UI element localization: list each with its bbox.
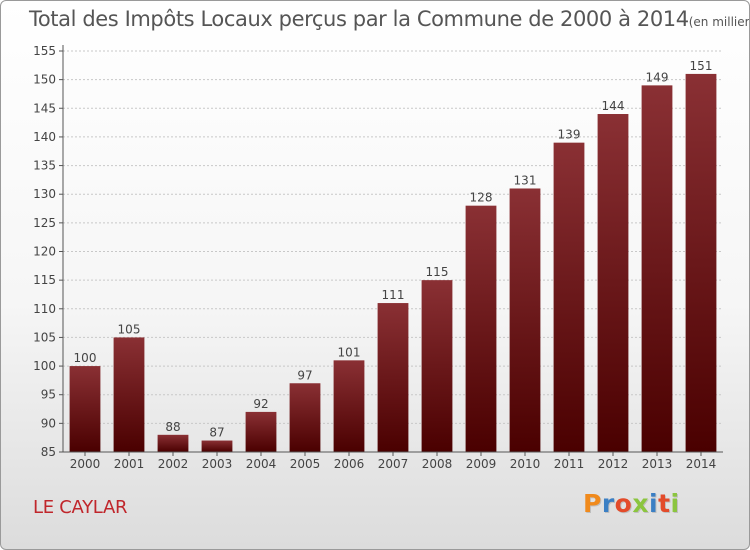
axes: 85 90 95 100 105 110 115 120 125 130 135 140 145 150 1… <box>33 44 723 471</box>
x-tick-label: 2010 <box>510 457 541 471</box>
data-label-2006: 101 <box>338 345 361 359</box>
bar-2012 <box>597 114 629 452</box>
y-tick-label: 115 <box>33 273 56 287</box>
logo-letter: o <box>614 489 633 518</box>
bar-2001 <box>113 337 145 452</box>
y-tick-label: 135 <box>33 159 56 173</box>
chart-title: Total des Impôts Locaux perçus par la Co… <box>29 7 750 31</box>
y-tick-label: 90 <box>41 416 56 430</box>
y-tick-label: 105 <box>33 330 56 344</box>
x-tick-label: 2006 <box>334 457 365 471</box>
data-label-2011: 139 <box>558 128 581 142</box>
x-tick-label: 2011 <box>554 457 585 471</box>
y-tick-label: 110 <box>33 302 56 316</box>
data-label-2001: 105 <box>118 322 141 336</box>
data-label-2009: 128 <box>470 191 493 205</box>
x-tick-label: 2014 <box>686 457 717 471</box>
x-tick-label: 2005 <box>290 457 321 471</box>
y-tick-label: 85 <box>41 445 56 459</box>
chart-title-text: Total des Impôts Locaux perçus par la Co… <box>29 7 689 31</box>
bar-2004 <box>245 411 277 452</box>
bar-2007 <box>377 303 409 452</box>
y-tick-label: 130 <box>33 187 56 201</box>
bar-2005 <box>289 383 321 452</box>
logo-letter: i <box>670 489 680 518</box>
data-label-2013: 149 <box>646 70 669 84</box>
bar-2010 <box>509 188 541 452</box>
y-tick-label: 140 <box>33 130 56 144</box>
logo-letter: x <box>632 489 649 518</box>
grid-lines <box>63 50 723 453</box>
logo-letter: P <box>583 489 602 518</box>
logo-letter: t <box>658 489 671 518</box>
bars <box>69 73 717 453</box>
bar-2003 <box>201 440 233 452</box>
x-tick-label: 2008 <box>422 457 453 471</box>
data-label-2010: 131 <box>514 173 537 187</box>
x-tick-label: 2009 <box>466 457 497 471</box>
x-tick-label: 2012 <box>598 457 629 471</box>
x-tick-label: 2001 <box>114 457 145 471</box>
bar-2006 <box>333 360 365 452</box>
data-label-2004: 92 <box>253 397 268 411</box>
y-tick-label: 125 <box>33 216 56 230</box>
data-label-2002: 88 <box>165 420 180 434</box>
data-label-2012: 144 <box>602 99 625 113</box>
data-label-2007: 111 <box>382 288 405 302</box>
data-label-2005: 97 <box>297 368 312 382</box>
x-tick-label: 2002 <box>158 457 189 471</box>
bar-2009 <box>465 205 497 452</box>
y-tick-label: 95 <box>41 388 56 402</box>
data-label-2003: 87 <box>209 426 224 440</box>
y-tick-label: 120 <box>33 245 56 259</box>
x-tick-label: 2000 <box>70 457 101 471</box>
data-label-2000: 100 <box>74 351 97 365</box>
proxiti-logo[interactable]: Proxiti <box>583 489 680 518</box>
y-tick-label: 150 <box>33 73 56 87</box>
bar-2013 <box>641 85 673 452</box>
y-tick-label: 100 <box>33 359 56 373</box>
logo-letter: r <box>601 489 615 518</box>
data-label-2014: 151 <box>690 59 713 73</box>
data-label-2008: 115 <box>426 265 449 279</box>
x-tick-label: 2013 <box>642 457 673 471</box>
chart-unit: (en milliers d'€) <box>688 15 750 29</box>
y-tick-label: 155 <box>33 44 56 58</box>
x-tick-label: 2003 <box>202 457 233 471</box>
x-tick-label: 2007 <box>378 457 409 471</box>
bar-2000 <box>69 366 101 452</box>
bar-2011 <box>553 142 585 452</box>
x-tick-label: 2004 <box>246 457 277 471</box>
logo-letter: i <box>649 489 659 518</box>
y-tick-label: 145 <box>33 101 56 115</box>
bar-2008 <box>421 280 453 452</box>
bar-2002 <box>157 434 189 452</box>
commune-name: LE CAYLAR <box>33 497 128 518</box>
bar-2014 <box>685 73 717 453</box>
data-labels: 100 105 88 87 92 97 101 111 115 128 131 139 144 149 15… <box>74 59 713 440</box>
